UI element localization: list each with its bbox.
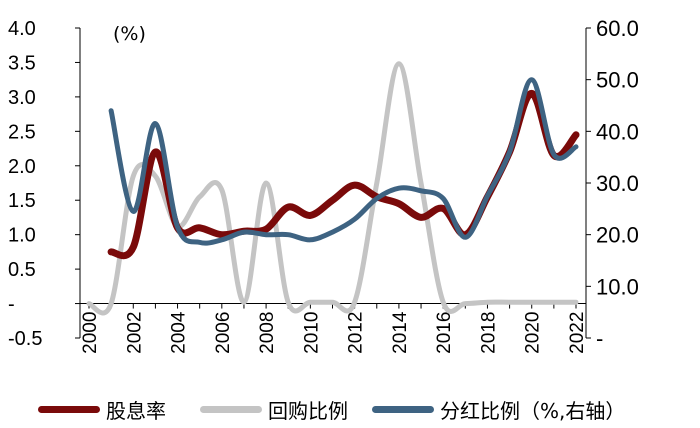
legend-item-dividend-yield: 股息率: [38, 392, 166, 426]
x-tick-label: 2018: [478, 312, 499, 354]
left-tick-label: 0.5: [8, 259, 36, 281]
legend-swatch-payout-ratio: [372, 405, 434, 413]
left-tick-label: 1.5: [8, 190, 36, 212]
x-tick-label: 2020: [523, 312, 544, 354]
right-tick-label: 30.0: [596, 171, 639, 196]
chart-axes: 4.0 3.5 3.0 2.5 2.0 1.5 1.0 0.5 - -0.5 60.0 50.0 40.…: [8, 16, 639, 354]
x-tick-label: 2014: [390, 311, 411, 354]
x-tick-label: 2016: [434, 312, 455, 354]
x-tick-label: 2022: [567, 312, 588, 354]
x-tick-label: 2004: [169, 311, 190, 354]
series-line-payout-ratio: [108, 77, 579, 246]
x-tick-label: 2002: [124, 312, 145, 354]
left-tick-label: 2.0: [8, 156, 36, 178]
x-tick-label: 2012: [346, 312, 367, 354]
series-layer: [86, 61, 580, 316]
left-tick-label: -0.5: [8, 328, 42, 350]
right-tick-label: 40.0: [596, 119, 639, 144]
legend: 股息率 回购比例 分红比例（%,右轴）: [0, 392, 700, 426]
right-tick-label: 50.0: [596, 68, 639, 93]
unit-label: (%): [113, 23, 146, 45]
left-tick-label: 4.0: [8, 18, 36, 40]
right-tick-label: 60.0: [596, 16, 639, 41]
left-tick-label: 3.0: [8, 87, 36, 109]
right-tick-label: 20.0: [596, 223, 639, 248]
left-tick-label: 3.5: [8, 52, 36, 74]
right-tick-label: 10.0: [596, 274, 639, 299]
legend-swatch-buyback-ratio: [200, 405, 262, 413]
x-tick-label: 2000: [80, 312, 101, 354]
right-tick-label: -: [596, 326, 603, 351]
left-tick-label: 1.0: [8, 225, 36, 247]
series-line-buyback-ratio: [86, 61, 579, 316]
x-tick-label: 2006: [213, 312, 234, 354]
legend-item-buyback-ratio: 回购比例: [200, 392, 348, 426]
legend-label-buyback-ratio: 回购比例: [268, 398, 348, 423]
left-tick-label: -: [8, 294, 15, 316]
x-tick-label: 2010: [301, 312, 322, 354]
legend-swatch-dividend-yield: [38, 405, 100, 413]
legend-label-dividend-yield: 股息率: [106, 398, 166, 423]
x-tick-label: 2008: [257, 312, 278, 354]
legend-label-payout-ratio: 分红比例（%,右轴）: [440, 398, 626, 423]
legend-item-payout-ratio: 分红比例（%,右轴）: [372, 392, 625, 426]
left-tick-label: 2.5: [8, 121, 36, 143]
